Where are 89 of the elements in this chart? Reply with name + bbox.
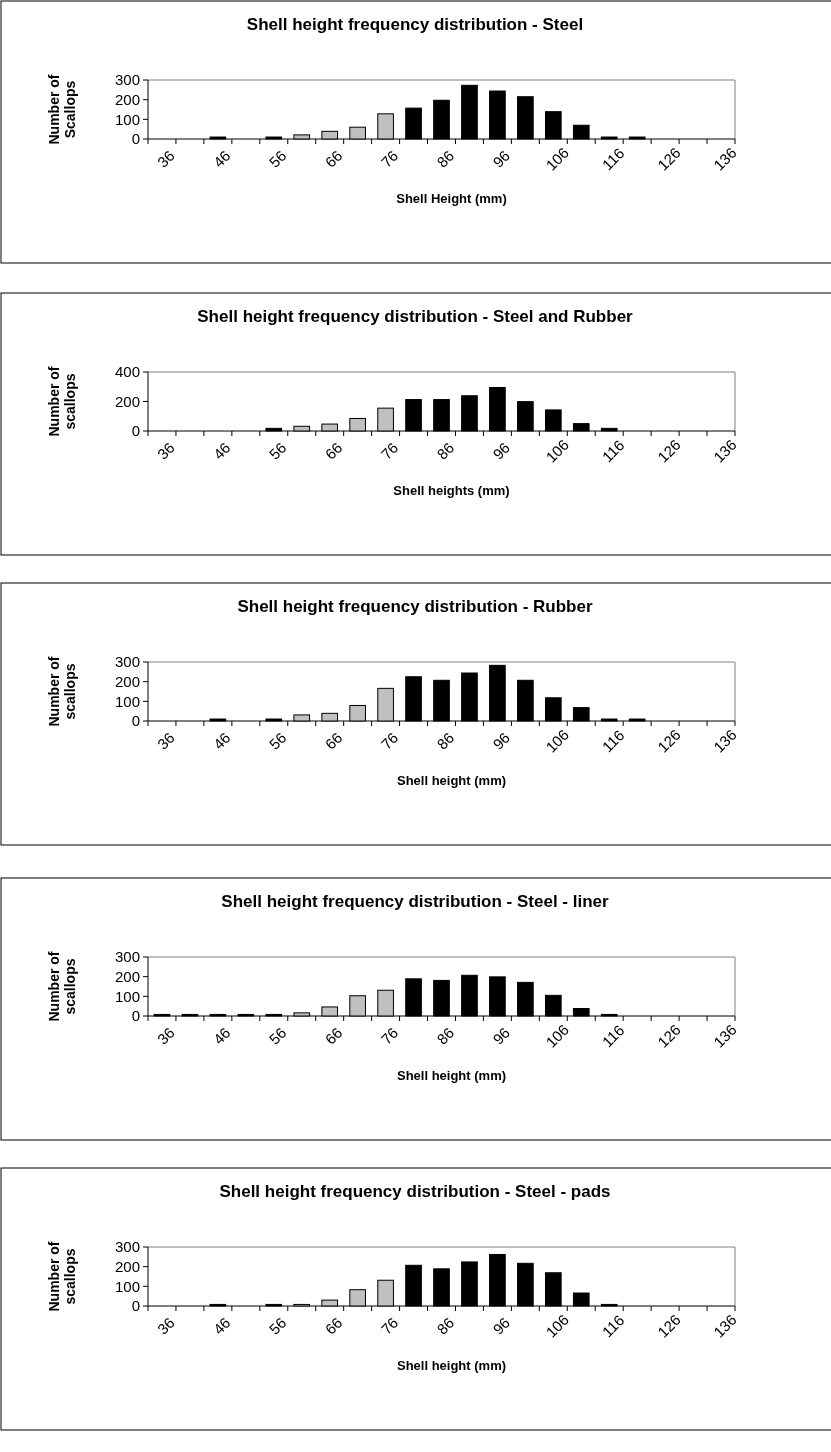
y-tick-label: 200 bbox=[114, 90, 140, 108]
y-tick-label: 200 bbox=[114, 1257, 140, 1275]
x-tick-label: 136 bbox=[709, 1020, 740, 1051]
chart-title: Shell height frequency distribution - Steel and Rubber bbox=[197, 307, 634, 326]
x-tick-label: 36 bbox=[153, 1023, 178, 1048]
x-axis-title: Shell height (mm) bbox=[396, 1068, 507, 1083]
x-tick-label: 116 bbox=[598, 1311, 628, 1341]
x-tick-label: 96 bbox=[489, 1313, 514, 1338]
x-axis-title: Shell height (mm) bbox=[396, 773, 507, 788]
y-tick-label: 100 bbox=[114, 110, 140, 128]
x-tick-label: 46 bbox=[209, 438, 234, 463]
x-axis-title: Shell Height (mm) bbox=[396, 191, 507, 206]
x-tick-label: 56 bbox=[265, 146, 290, 171]
y-tick-label: 0 bbox=[131, 130, 140, 148]
y-tick-label: 0 bbox=[131, 712, 140, 730]
chart-title: Shell height frequency distribution - Rubber bbox=[237, 597, 593, 616]
x-tick-label: 116 bbox=[598, 726, 628, 756]
x-tick-label: 66 bbox=[321, 1313, 346, 1338]
x-tick-label: 56 bbox=[265, 1023, 290, 1048]
x-tick-label: 66 bbox=[321, 438, 346, 463]
x-tick-label: 86 bbox=[433, 146, 458, 171]
x-tick-label: 126 bbox=[654, 143, 684, 174]
x-axis-title: Shell height (mm) bbox=[396, 1358, 507, 1373]
y-axis-title: Number of scallops bbox=[46, 366, 79, 437]
x-tick-label: 46 bbox=[209, 1023, 234, 1048]
x-tick-label: 76 bbox=[377, 438, 402, 463]
x-axis-title: Shell heights (mm) bbox=[393, 483, 510, 498]
x-tick-label: 36 bbox=[153, 146, 178, 171]
y-tick-label: 200 bbox=[114, 672, 140, 690]
x-tick-label: 56 bbox=[265, 438, 290, 463]
y-tick-label: 100 bbox=[114, 1277, 140, 1295]
x-tick-label: 76 bbox=[377, 1023, 402, 1048]
x-tick-label: 46 bbox=[209, 728, 234, 753]
x-tick-label: 76 bbox=[377, 146, 402, 171]
y-tick-label: 0 bbox=[131, 1007, 140, 1025]
y-tick-label: 400 bbox=[114, 363, 140, 381]
x-tick-label: 86 bbox=[433, 728, 458, 753]
x-tick-label: 76 bbox=[377, 728, 402, 753]
x-tick-label: 86 bbox=[433, 438, 458, 463]
y-tick-label: 100 bbox=[114, 692, 140, 710]
x-tick-label: 76 bbox=[377, 1313, 402, 1338]
x-tick-label: 96 bbox=[489, 728, 514, 753]
y-axis-title: Number of scallops bbox=[46, 1241, 79, 1312]
x-tick-label: 86 bbox=[433, 1023, 458, 1048]
x-tick-label: 56 bbox=[265, 728, 290, 753]
x-tick-label: 106 bbox=[542, 1310, 572, 1341]
x-tick-label: 136 bbox=[709, 1310, 740, 1341]
x-tick-label: 56 bbox=[265, 1313, 290, 1338]
x-tick-label: 46 bbox=[209, 146, 234, 171]
x-tick-label: 86 bbox=[433, 1313, 458, 1338]
x-tick-label: 96 bbox=[489, 438, 514, 463]
x-tick-label: 106 bbox=[542, 725, 572, 756]
x-tick-label: 96 bbox=[489, 1023, 514, 1048]
y-tick-label: 300 bbox=[114, 71, 140, 89]
x-tick-label: 126 bbox=[654, 435, 684, 466]
x-tick-label: 116 bbox=[598, 1021, 628, 1051]
chart-title: Shell height frequency distribution - Steel bbox=[246, 15, 584, 34]
y-tick-label: 200 bbox=[114, 967, 140, 985]
x-tick-label: 116 bbox=[598, 436, 628, 466]
x-tick-label: 36 bbox=[153, 728, 178, 753]
y-axis-title: Number of Scallops bbox=[46, 74, 79, 145]
chart-title: Shell height frequency distribution - Steel - pads bbox=[219, 1182, 611, 1201]
x-tick-label: 116 bbox=[598, 144, 628, 174]
y-tick-label: 300 bbox=[114, 1238, 140, 1256]
x-tick-label: 106 bbox=[542, 143, 572, 174]
y-tick-label: 300 bbox=[114, 948, 140, 966]
x-tick-label: 136 bbox=[709, 435, 740, 466]
y-tick-label: 300 bbox=[114, 653, 140, 671]
x-tick-label: 106 bbox=[542, 435, 572, 466]
x-tick-label: 66 bbox=[321, 146, 346, 171]
x-tick-label: 126 bbox=[654, 1310, 684, 1341]
x-tick-label: 66 bbox=[321, 728, 346, 753]
x-tick-label: 126 bbox=[654, 1020, 684, 1051]
x-tick-label: 36 bbox=[153, 438, 178, 463]
chart-title: Shell height frequency distribution - Steel - liner bbox=[221, 892, 610, 911]
x-tick-label: 106 bbox=[542, 1020, 572, 1051]
x-tick-label: 126 bbox=[654, 725, 684, 756]
x-tick-label: 36 bbox=[153, 1313, 178, 1338]
y-tick-label: 0 bbox=[131, 1297, 140, 1315]
x-tick-label: 66 bbox=[321, 1023, 346, 1048]
y-axis-title: Number of scallops bbox=[46, 656, 79, 727]
x-tick-label: 136 bbox=[709, 725, 740, 756]
y-tick-label: 100 bbox=[114, 987, 140, 1005]
y-tick-label: 200 bbox=[114, 392, 140, 410]
x-tick-label: 96 bbox=[489, 146, 514, 171]
y-axis-title: Number of scallops bbox=[46, 951, 79, 1022]
x-tick-label: 46 bbox=[209, 1313, 234, 1338]
y-tick-label: 0 bbox=[131, 422, 140, 440]
x-tick-label: 136 bbox=[709, 143, 740, 174]
